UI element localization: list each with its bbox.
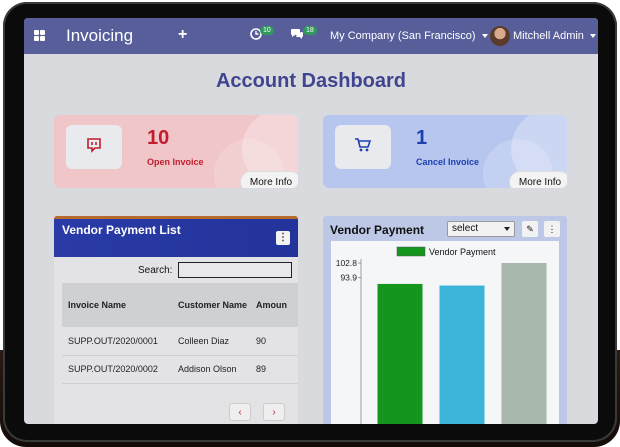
y-tick-label: 102.8 <box>336 258 358 268</box>
column-header[interactable]: Amoun <box>252 283 298 327</box>
chart-panel-title: Vendor Payment <box>330 223 425 237</box>
search-input[interactable] <box>178 262 292 278</box>
company-name: My Company (San Francisco) <box>330 30 476 42</box>
apps-menu-icon[interactable] <box>34 30 45 41</box>
amount-cell: 89 <box>252 355 298 384</box>
app-screen: Invoicing + 10 18 My Company (San Franci… <box>24 18 598 424</box>
bar <box>501 263 547 424</box>
more-info-button[interactable]: More Info <box>509 171 567 188</box>
open-invoice-label: Open Invoice <box>147 157 204 167</box>
user-name: Mitchell Admin <box>513 30 584 42</box>
legend-label: Vendor Payment <box>429 247 496 257</box>
bar <box>439 285 485 424</box>
customer-cell: Addison Olson <box>174 355 252 384</box>
avatar[interactable] <box>490 26 510 46</box>
company-switcher[interactable]: My Company (San Francisco) <box>330 30 488 42</box>
vendor-payment-chart-panel: Vendor Payment select ✎ ⋮ Vendor Payment… <box>323 216 567 424</box>
brush-icon[interactable]: ✎ <box>522 221 538 237</box>
activity-badge: 10 <box>260 26 274 35</box>
message-badge: 18 <box>303 26 317 35</box>
chevron-down-icon <box>504 227 510 231</box>
legend-swatch <box>396 246 426 257</box>
cancel-invoice-count: 1 <box>416 127 428 149</box>
plus-icon[interactable]: + <box>178 26 188 43</box>
vendor-payment-list-panel: Vendor Payment List ⋮ Search: Invoice Na… <box>54 216 298 424</box>
chat-bubble-icon <box>86 137 102 158</box>
chevron-down-icon <box>589 34 596 39</box>
open-invoice-count: 10 <box>147 127 170 149</box>
app-title[interactable]: Invoicing <box>66 26 134 45</box>
search-label: Search: <box>138 265 173 276</box>
bar <box>377 283 423 424</box>
cancel-invoice-card: 1 Cancel Invoice More Info <box>323 115 567 188</box>
invoice-cell: SUPP.OUT/2020/0002 <box>62 355 174 384</box>
bar-chart: Vendor Payment 102.8 93.9 <box>336 246 547 424</box>
user-menu[interactable]: Mitchell Admin <box>513 30 596 42</box>
chevron-down-icon <box>481 34 488 39</box>
top-navbar: Invoicing + 10 18 My Company (San Franci… <box>24 18 598 54</box>
invoice-cell: SUPP.OUT/2020/0001 <box>62 327 174 356</box>
pagination-prev-button[interactable]: ‹ <box>229 403 251 421</box>
table-row[interactable]: SUPP.OUT/2020/0001 Colleen Diaz 90 <box>62 327 298 356</box>
y-tick-label: 93.9 <box>340 273 357 283</box>
cart-icon <box>354 137 372 158</box>
icon-box <box>335 125 391 169</box>
select-value: select <box>452 223 479 234</box>
kebab-menu-icon[interactable]: ⋮ <box>544 221 560 237</box>
icon-box <box>66 125 122 169</box>
chart-type-select[interactable]: select <box>447 221 515 237</box>
page-title: Account Dashboard <box>215 70 407 92</box>
kebab-menu-icon[interactable]: ⋮ <box>276 231 290 245</box>
table-row[interactable]: SUPP.OUT/2020/0002 Addison Olson 89 <box>62 355 298 384</box>
open-invoice-card: 10 Open Invoice More Info <box>54 115 298 188</box>
customer-cell: Colleen Diaz <box>174 327 252 356</box>
column-header[interactable]: Customer Name <box>174 283 252 327</box>
chat-icon[interactable] <box>290 28 304 43</box>
cancel-invoice-label: Cancel Invoice <box>416 157 480 167</box>
column-header[interactable]: Invoice Name <box>62 283 174 327</box>
chart-area: Vendor Payment 102.8 93.9 <box>331 241 559 424</box>
panel-header: Vendor Payment List ⋮ <box>54 219 298 257</box>
pagination-next-button[interactable]: › <box>263 403 285 421</box>
more-info-button[interactable]: More Info <box>240 171 298 188</box>
amount-cell: 90 <box>252 327 298 356</box>
panel-title: Vendor Payment List <box>62 223 181 237</box>
vendor-payment-table: Invoice Name Customer Name Amoun SUPP.OU… <box>62 283 298 384</box>
